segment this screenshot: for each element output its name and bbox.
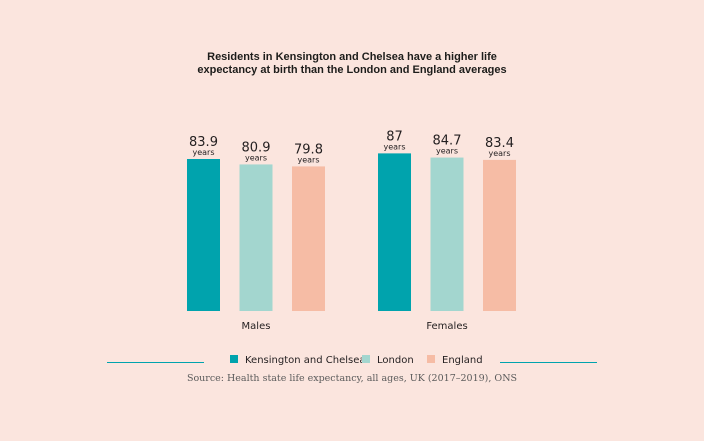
source-note: Source: Health state life expectancy, al… (187, 373, 517, 384)
legend-item: Kensington and Chelsea (230, 355, 366, 366)
legend-label: England (442, 355, 483, 366)
bar (378, 153, 411, 311)
chart-title-line-1: Residents in Kensington and Chelsea have… (207, 51, 497, 63)
data-label-unit: years (436, 147, 458, 156)
data-label-unit: years (488, 149, 510, 158)
legend-label: Kensington and Chelsea (245, 355, 366, 366)
legend-label: London (377, 355, 414, 366)
data-label-unit: years (297, 155, 319, 164)
category-label: Females (426, 321, 467, 332)
bar (483, 159, 516, 311)
legend-item: London (362, 355, 414, 366)
bar (292, 166, 325, 311)
chart-title: Residents in Kensington and Chelsea have… (197, 51, 506, 76)
legend-swatch (427, 355, 435, 363)
data-label-unit: years (192, 148, 214, 157)
bar (187, 159, 220, 311)
data-label-unit: years (383, 142, 405, 151)
legend-item: England (427, 355, 483, 366)
chart-title-line-2: expectancy at birth than the London and … (197, 64, 506, 76)
data-label-unit: years (245, 153, 267, 162)
data-label: 79.8 (294, 142, 323, 157)
data-label: 83.9 (189, 135, 218, 150)
data-label: 84.7 (433, 134, 462, 149)
legend-swatch (362, 355, 370, 363)
data-label: 80.9 (242, 140, 271, 155)
bar (430, 157, 464, 311)
legend: Kensington and Chelsea London England (107, 355, 597, 366)
category-label: Males (242, 321, 271, 332)
data-label: 87 (386, 129, 403, 144)
data-label: 83.4 (485, 136, 514, 151)
legend-swatch (230, 355, 238, 363)
bar (239, 164, 273, 311)
